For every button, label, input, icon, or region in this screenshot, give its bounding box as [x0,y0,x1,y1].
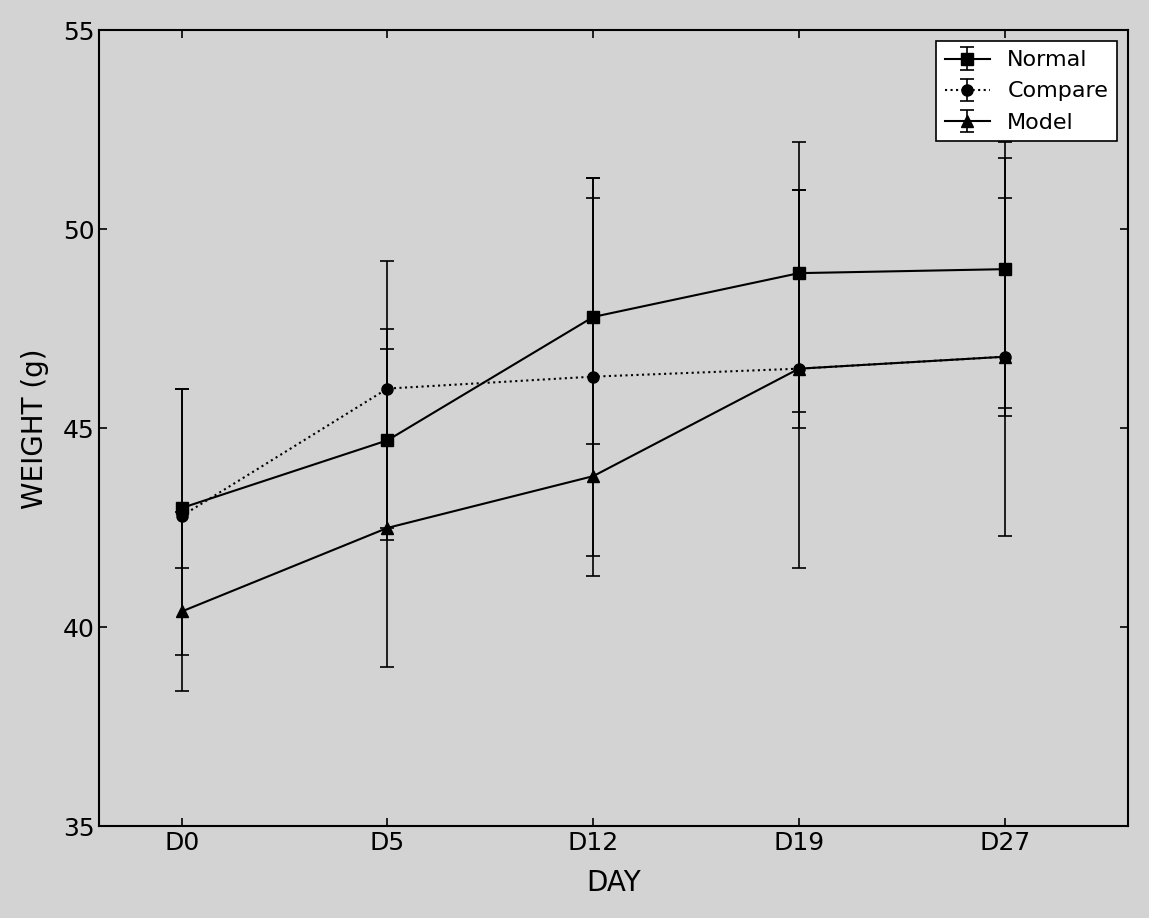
Legend: Normal, Compare, Model: Normal, Compare, Model [936,41,1117,141]
Y-axis label: WEIGHT (g): WEIGHT (g) [21,348,49,509]
X-axis label: DAY: DAY [586,869,641,897]
